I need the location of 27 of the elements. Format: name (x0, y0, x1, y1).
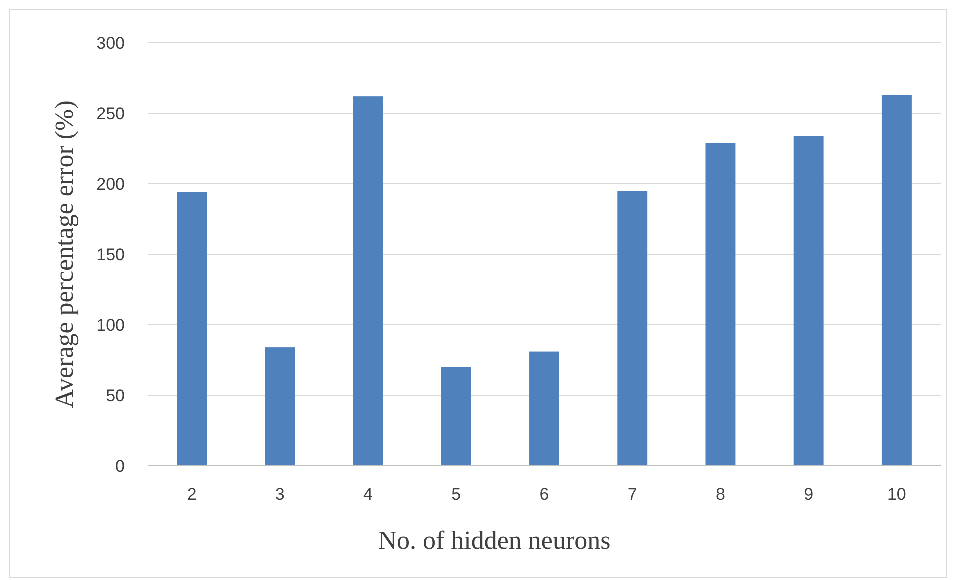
bar (177, 192, 208, 466)
y-tick-label: 50 (106, 386, 125, 406)
bar (353, 96, 384, 466)
bar (265, 348, 296, 466)
y-tick-label: 300 (96, 34, 125, 53)
x-tick-label: 8 (716, 485, 726, 504)
bar (618, 191, 648, 466)
bar (530, 352, 560, 466)
y-axis-title: Average percentage error (%) (50, 100, 79, 408)
x-tick-label: 3 (275, 485, 285, 504)
x-tick-label: 10 (887, 485, 906, 504)
y-tick-label: 0 (116, 456, 125, 476)
bar (794, 136, 824, 466)
x-tick-label: 2 (187, 485, 197, 504)
y-tick-label: 200 (96, 174, 125, 194)
x-tick-label: 5 (452, 485, 462, 504)
x-tick-label: 6 (540, 485, 550, 504)
y-tick-label: 150 (96, 245, 125, 264)
bar (882, 95, 912, 466)
x-tick-label: 4 (364, 485, 374, 504)
bar (706, 143, 736, 466)
y-tick-label: 100 (96, 316, 125, 335)
y-tick-label: 250 (96, 104, 125, 124)
x-axis-title: No. of hidden neurons (378, 526, 611, 555)
x-tick-label: 9 (804, 485, 814, 504)
x-tick-label: 7 (628, 485, 638, 504)
bar (441, 367, 472, 466)
